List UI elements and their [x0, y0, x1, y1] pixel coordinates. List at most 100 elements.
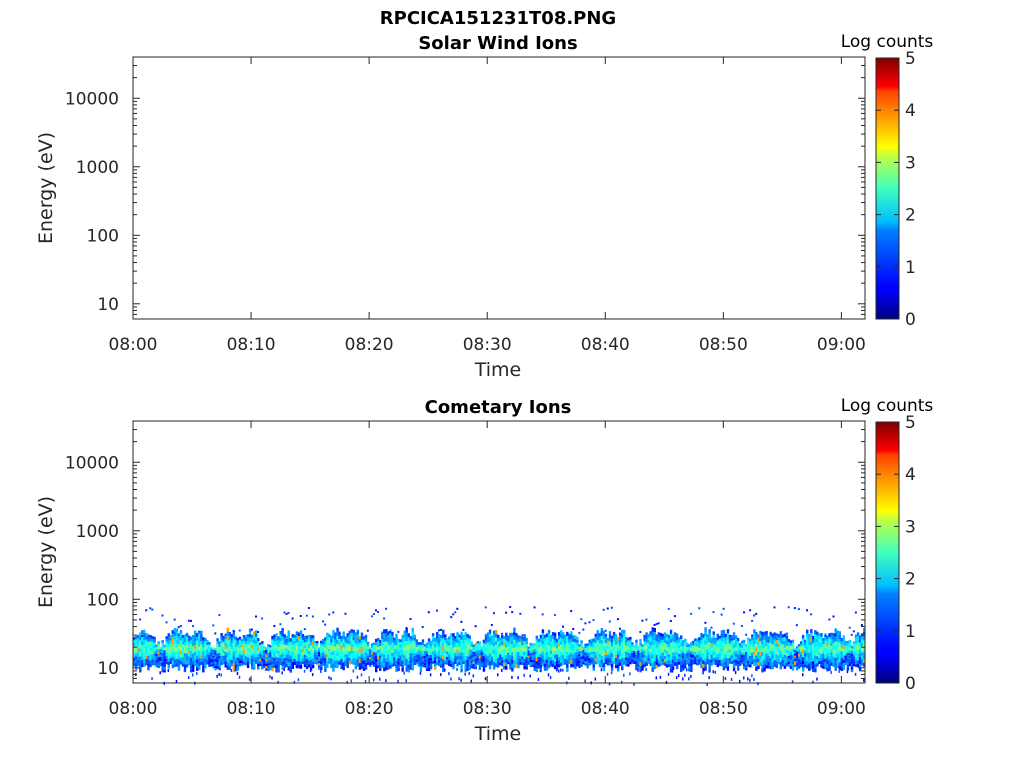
spectrogram-cell	[257, 656, 260, 661]
spectrogram-cell	[342, 662, 345, 667]
spectrogram-cell	[454, 652, 457, 656]
spectrogram-cell	[734, 635, 738, 639]
spectrogram-cell	[653, 652, 656, 657]
spectrogram-cell	[688, 663, 691, 666]
spectrogram-cell	[818, 639, 821, 643]
spectrogram-cell	[137, 647, 140, 651]
spectrogram-cell	[531, 652, 534, 656]
spectrogram-cell	[342, 654, 345, 659]
spectrogram-cell	[159, 656, 162, 659]
spectrogram-cell	[623, 633, 626, 637]
spectrogram-cell	[637, 668, 639, 672]
spectrogram-cell	[850, 669, 854, 673]
spectrogram-cell	[159, 664, 162, 667]
spectrogram-cell	[722, 666, 726, 671]
spectrogram-cell	[665, 633, 669, 638]
spectrogram-cell	[472, 659, 475, 662]
spectrogram-cell	[765, 657, 768, 662]
spectrogram-cell	[169, 640, 173, 644]
spectrogram-cell	[661, 633, 665, 637]
spectrogram-cell	[151, 639, 154, 643]
spectrogram-cell	[222, 641, 225, 645]
spectrogram-cell	[598, 653, 602, 657]
spectrogram-cell	[238, 642, 242, 646]
spectrogram-cell	[466, 634, 469, 638]
spectrogram-cell	[289, 641, 292, 646]
spectrogram-cell	[230, 640, 234, 644]
spectrogram-cell	[454, 661, 457, 664]
spectrogram-cell	[263, 665, 266, 668]
spectrogram-cell	[248, 646, 252, 650]
spectrogram-cell	[222, 647, 225, 651]
spectrogram-cell	[438, 653, 441, 657]
spectrogram-cell	[799, 664, 803, 667]
spectrogram-cell	[141, 659, 144, 664]
spectrogram-cell	[287, 634, 290, 639]
spectrogram-cell	[600, 651, 604, 656]
spectrogram-cell	[318, 647, 321, 650]
spectrogram-cell	[570, 663, 573, 668]
spectrogram-cell	[474, 645, 478, 649]
spectrogram-cell	[326, 664, 329, 668]
spectrogram-cell	[484, 660, 488, 665]
spectrogram-cell	[143, 637, 146, 641]
spectrogram-cell	[531, 659, 534, 663]
spectrogram-cell	[259, 644, 262, 648]
spectrogram-cell	[673, 649, 677, 653]
spectrogram-cell	[212, 655, 215, 658]
spectrogram-cell	[610, 646, 614, 650]
spectrogram-cell	[810, 637, 813, 642]
spectrogram-cell	[580, 664, 583, 667]
spectrogram-cell	[736, 664, 740, 668]
spectrogram-cell	[387, 665, 390, 670]
spectrogram-cell	[356, 629, 360, 634]
spectrogram-cell	[338, 651, 341, 656]
spectrogram-cell	[480, 664, 484, 667]
spectrogram-cell	[326, 653, 329, 658]
spectrogram-cell	[832, 636, 835, 640]
spectrogram-cell	[779, 650, 783, 655]
spectrogram-cell	[621, 649, 624, 655]
spectrogram-cell	[167, 661, 170, 666]
spectrogram-cell	[720, 633, 724, 638]
spectrogram-cell	[570, 638, 573, 643]
spectrogram-cell	[468, 645, 471, 650]
spectrogram-cell	[537, 638, 541, 642]
spectrogram-cell	[852, 656, 856, 659]
spectrogram-cell	[301, 640, 305, 644]
spectrogram-cell	[854, 644, 858, 648]
spectrogram-cell	[604, 658, 608, 662]
spectrogram-cell	[816, 635, 819, 639]
spectrogram-cell	[523, 658, 526, 663]
spectrogram-cell	[181, 663, 185, 667]
spectrogram-cell	[458, 661, 461, 665]
spectrogram-cell	[374, 642, 378, 646]
spectrogram-cell	[368, 659, 372, 662]
spectrogram-cell	[210, 656, 213, 659]
spectrogram-cell	[159, 647, 162, 650]
spectrogram-cell	[196, 672, 198, 676]
spectrogram-cell	[745, 644, 748, 647]
spectrogram-cell	[224, 658, 227, 662]
x-tick-label: 08:20	[345, 699, 394, 719]
spectrogram-cell	[661, 655, 665, 659]
spectrogram-cell	[257, 644, 260, 648]
spectrogram-cell	[812, 643, 815, 647]
spectrogram-cell	[143, 644, 146, 649]
spectrogram-cell	[618, 627, 621, 630]
spectrogram-cell	[444, 643, 447, 647]
spectrogram-cell	[257, 666, 260, 670]
plot-frame	[132, 420, 866, 684]
spectrogram-cell	[806, 664, 809, 669]
spectrogram-cell	[621, 654, 624, 659]
spectrogram-cell	[169, 634, 173, 638]
spectrogram-cell	[322, 644, 325, 648]
spectrogram-cell	[667, 650, 671, 655]
spectrogram-cell	[643, 647, 646, 652]
spectrogram-cell	[738, 654, 742, 657]
spectrogram-cell	[751, 640, 754, 644]
spectrogram-cell	[259, 661, 262, 664]
spectrogram-cell	[608, 641, 612, 645]
spectrogram-cell	[712, 670, 714, 674]
